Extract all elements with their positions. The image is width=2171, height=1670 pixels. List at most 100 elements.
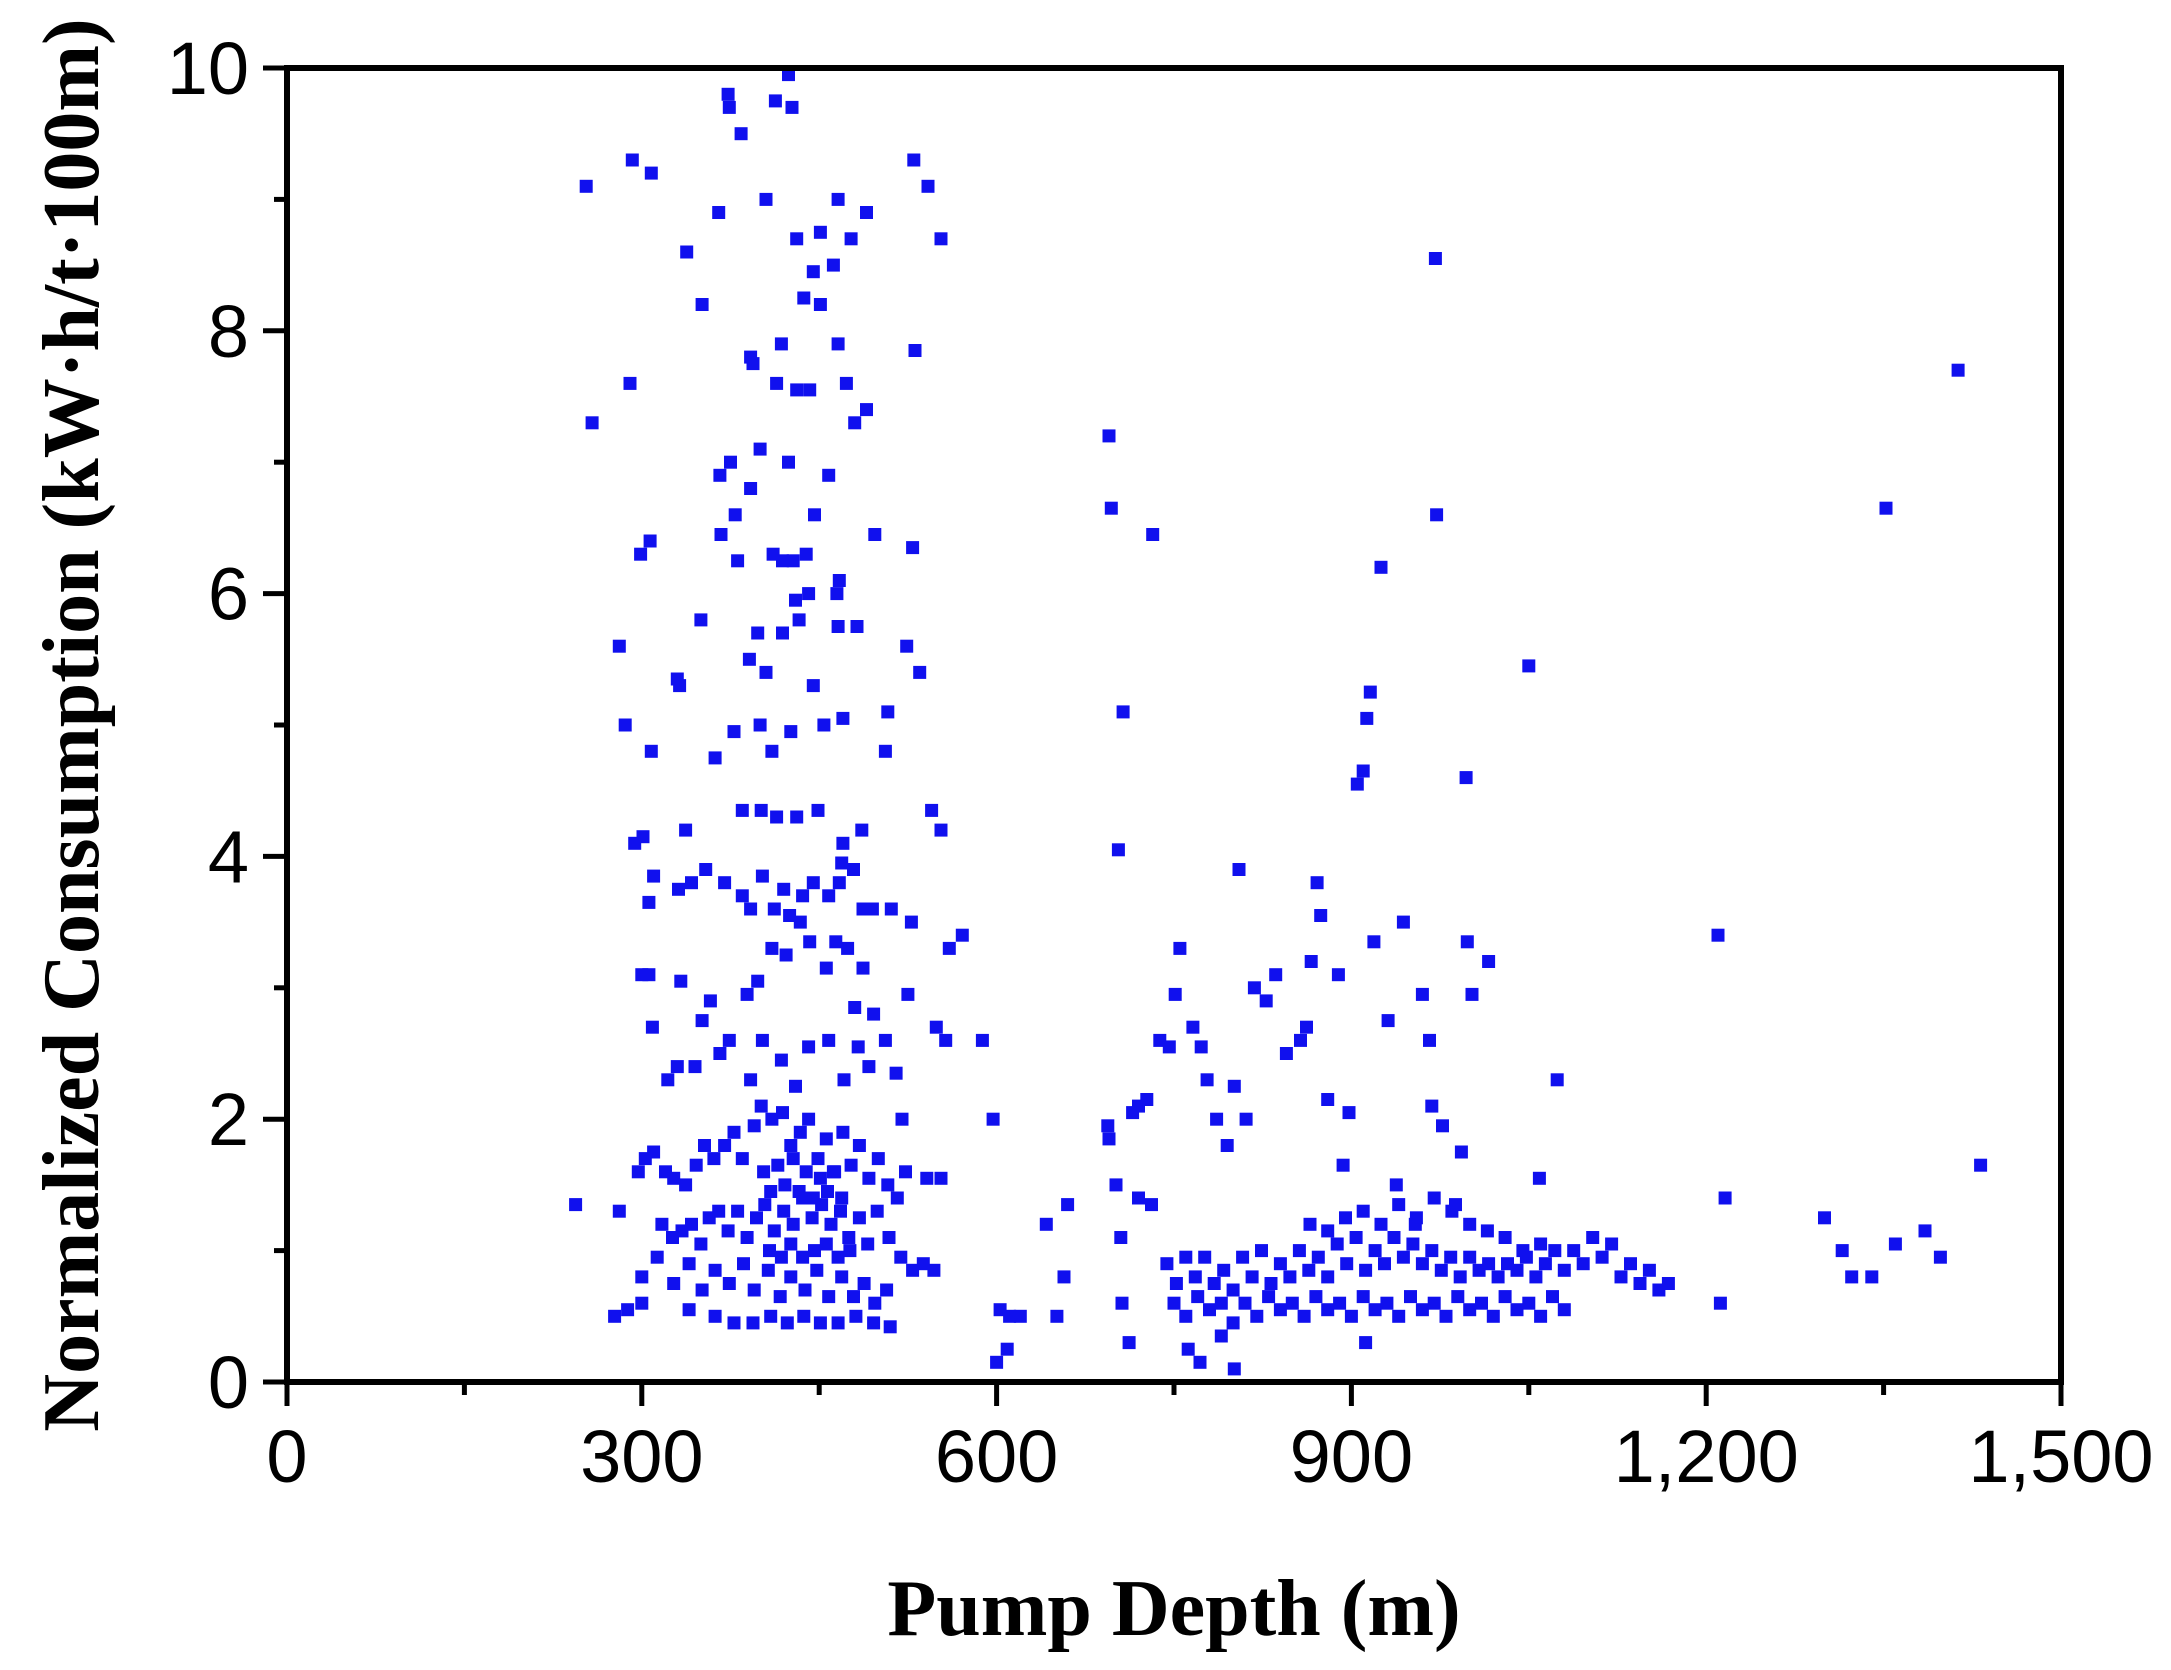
data-point — [569, 1198, 583, 1212]
y-tick-label: 4 — [208, 815, 249, 898]
data-point — [727, 1125, 741, 1139]
data-point — [819, 1237, 833, 1251]
data-point — [806, 876, 820, 890]
data-point — [1264, 1277, 1278, 1290]
data-point — [1132, 1191, 1145, 1205]
data-point — [670, 1060, 684, 1074]
ticks-layer: 0 300 600 900 1,200 1,500 0 2 4 6 8 10 — [167, 27, 2154, 1498]
data-point — [694, 1237, 708, 1251]
data-point — [751, 626, 765, 640]
data-point — [1304, 955, 1318, 968]
data-point — [751, 974, 765, 988]
data-point — [707, 1152, 721, 1166]
data-point — [631, 1165, 645, 1179]
data-point — [1321, 1270, 1335, 1284]
x-tick-label: 600 — [935, 1415, 1058, 1498]
data-point — [735, 889, 749, 903]
data-point — [860, 403, 873, 417]
data-point — [778, 1178, 792, 1192]
data-point — [900, 639, 914, 653]
data-point — [1522, 659, 1536, 673]
x-tick-label: 0 — [266, 1415, 307, 1498]
data-point — [865, 902, 879, 916]
data-point — [1463, 1303, 1477, 1317]
data-point — [834, 1204, 847, 1218]
data-point — [1427, 1296, 1441, 1310]
data-point — [714, 528, 728, 541]
data-point — [1951, 363, 1965, 377]
data-point — [722, 1033, 736, 1047]
data-point — [724, 455, 737, 469]
x-tick-label: 900 — [1290, 1415, 1413, 1498]
data-point — [1342, 1106, 1356, 1120]
data-point — [1367, 935, 1381, 949]
data-point — [851, 1040, 865, 1054]
data-point — [850, 620, 864, 633]
data-point — [839, 376, 853, 390]
data-point — [832, 574, 846, 587]
data-point — [767, 902, 781, 916]
data-point — [796, 889, 810, 903]
data-point — [713, 468, 727, 482]
data-point — [679, 823, 693, 837]
data-point — [708, 1263, 722, 1277]
data-point — [990, 1355, 1004, 1369]
data-point — [831, 337, 845, 351]
data-point — [694, 613, 708, 627]
data-point — [1498, 1290, 1512, 1304]
data-point — [1102, 1132, 1116, 1146]
data-point — [1232, 863, 1246, 876]
data-point — [1203, 1303, 1216, 1317]
data-point — [822, 1290, 836, 1304]
data-point — [1226, 1316, 1240, 1330]
data-point — [722, 100, 736, 114]
data-point — [884, 902, 898, 916]
data-point — [889, 1066, 903, 1080]
data-point — [625, 153, 639, 167]
data-point — [744, 1073, 758, 1087]
data-point — [612, 639, 626, 653]
data-point — [895, 1112, 909, 1126]
data-point — [921, 179, 935, 193]
data-point — [1292, 1244, 1306, 1258]
data-point — [939, 1033, 953, 1047]
data-point — [1835, 1244, 1849, 1258]
x-tick-label: 1,200 — [1614, 1415, 1799, 1498]
data-point — [1101, 1119, 1115, 1133]
data-point — [822, 468, 836, 482]
data-point — [920, 1171, 934, 1185]
data-point — [642, 895, 656, 909]
data-point — [836, 1125, 850, 1139]
data-point — [623, 376, 637, 390]
data-point — [761, 1263, 775, 1277]
data-point — [1239, 1112, 1253, 1126]
data-point — [822, 1033, 836, 1047]
data-point — [680, 245, 694, 259]
data-point — [955, 928, 969, 942]
data-point — [805, 1211, 819, 1225]
data-point — [835, 1270, 849, 1284]
data-point — [1245, 1270, 1259, 1284]
y-axis-title: Normalized Consumption (kW·h/t·100m) — [28, 18, 116, 1431]
data-point — [776, 1106, 789, 1120]
data-point — [1050, 1309, 1064, 1323]
data-point — [844, 232, 858, 246]
data-point — [1169, 1277, 1183, 1290]
x-tick-label: 300 — [580, 1415, 703, 1498]
data-point — [759, 665, 773, 679]
data-point — [1423, 1033, 1436, 1047]
data-point — [727, 725, 741, 739]
data-point — [793, 915, 807, 929]
data-point — [1181, 1342, 1195, 1356]
data-point — [899, 1165, 912, 1179]
data-point — [708, 751, 722, 765]
data-point — [1356, 764, 1370, 778]
data-point — [734, 127, 748, 141]
data-point — [1331, 968, 1345, 982]
data-point — [767, 1224, 781, 1238]
data-point — [1586, 1231, 1600, 1244]
data-point — [1444, 1250, 1458, 1264]
data-point — [847, 863, 860, 876]
data-point — [1546, 1290, 1559, 1304]
data-point — [802, 587, 816, 601]
